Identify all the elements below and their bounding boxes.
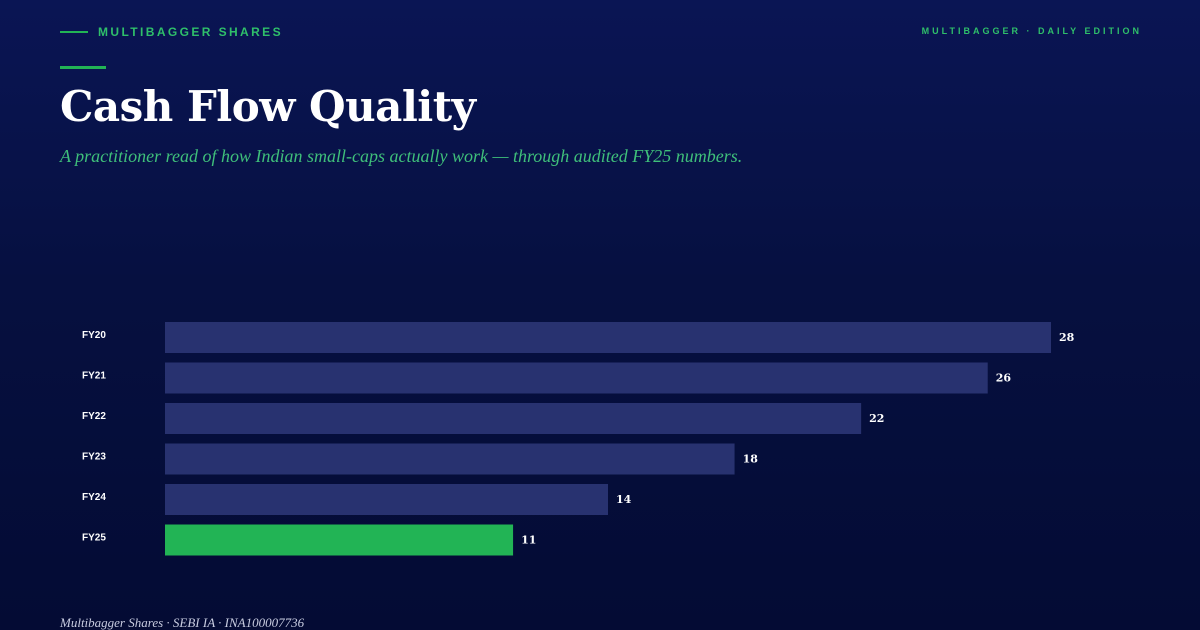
value-label-fy20: 28 (1059, 331, 1075, 344)
value-label-fy25: 11 (521, 534, 536, 547)
value-label-fy22: 22 (869, 412, 884, 425)
value-label-fy24: 14 (616, 493, 632, 506)
category-label-fy25: FY25 (82, 533, 106, 544)
bar-chart: FY20 28 FY21 26 FY22 22 FY23 18 FY24 14 FY25 11 (82, 322, 1075, 556)
bar-fy21 (165, 362, 988, 394)
value-label-fy23: 18 (743, 453, 759, 466)
category-label-fy21: FY21 (82, 371, 106, 382)
bar-fy24 (165, 484, 608, 515)
category-label-fy23: FY23 (82, 452, 106, 463)
value-label-fy21: 26 (996, 372, 1012, 385)
bar-fy25 (165, 524, 514, 556)
bar-fy22 (165, 403, 862, 434)
footer-text: Multibagger Shares · SEBI IA · INA100007… (60, 615, 305, 630)
page-title: Cash Flow Quality (60, 82, 476, 131)
brand-name: MULTIBAGGER SHARES (98, 25, 283, 39)
category-label-fy20: FY20 (82, 330, 106, 341)
category-label-fy24: FY24 (82, 492, 106, 503)
page-subtitle: A practitioner read of how Indian small-… (60, 146, 743, 166)
bar-fy20 (165, 322, 1051, 353)
edition-label: MULTIBAGGER · DAILY EDITION (921, 26, 1142, 36)
brand-row: MULTIBAGGER SHARES (60, 25, 283, 39)
bar-fy23 (165, 443, 735, 475)
category-label-fy22: FY22 (82, 411, 106, 422)
accent-rule (60, 66, 106, 69)
brand-line (60, 31, 88, 33)
